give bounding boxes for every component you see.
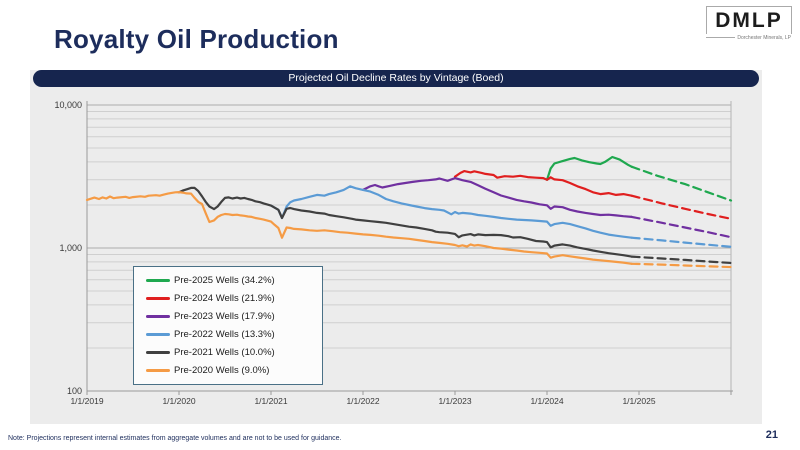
legend-label: Pre-2025 Wells (34.2%) (174, 275, 275, 286)
y-axis-tick-100: 100 (66, 386, 82, 396)
x-axis-tick-2025: 1/1/2025 (622, 396, 656, 406)
legend-label: Pre-2020 Wells (9.0%) (174, 365, 270, 376)
x-axis-tick-2020: 1/1/2020 (162, 396, 196, 406)
legend-item-pre-2024: Pre-2024 Wells (21.9%) (146, 292, 312, 305)
x-axis-tick-2022: 1/1/2022 (346, 396, 380, 406)
footnote: Note: Projections represent internal est… (8, 435, 342, 442)
legend-item-pre-2020: Pre-2020 Wells (9.0%) (146, 364, 312, 377)
legend-label: Pre-2023 Wells (17.9%) (174, 311, 275, 322)
x-axis-tick-2023: 1/1/2023 (438, 396, 472, 406)
page-number: 21 (765, 429, 778, 441)
legend-label: Pre-2024 Wells (21.9%) (174, 293, 275, 304)
logo-underline: Dorchester Minerals, LP (706, 34, 792, 41)
legend-label: Pre-2022 Wells (13.3%) (174, 329, 275, 340)
y-axis-tick-1000: 1,000 (59, 243, 82, 253)
x-axis-tick-2019: 1/1/2019 (70, 396, 104, 406)
legend-line-swatch (146, 297, 170, 300)
legend-item-pre-2021: Pre-2021 Wells (10.0%) (146, 346, 312, 359)
logo-ticker: DMLP (715, 9, 783, 32)
legend-line-swatch (146, 279, 170, 282)
logo-rule (706, 37, 736, 38)
x-axis-tick-2021: 1/1/2021 (254, 396, 288, 406)
logo-company-name: Dorchester Minerals, LP (737, 35, 791, 41)
y-axis-tick-10000: 10,000 (54, 100, 82, 110)
legend-item-pre-2023: Pre-2023 Wells (17.9%) (146, 310, 312, 323)
page-title: Royalty Oil Production (54, 24, 339, 54)
legend-item-pre-2022: Pre-2022 Wells (13.3%) (146, 328, 312, 341)
legend-item-pre-2025: Pre-2025 Wells (34.2%) (146, 274, 312, 287)
legend-line-swatch (146, 315, 170, 318)
company-logo: DMLP Dorchester Minerals, LP (706, 6, 792, 41)
chart-legend: Pre-2025 Wells (34.2%) Pre-2024 Wells (2… (133, 266, 323, 385)
x-axis-tick-2024: 1/1/2024 (530, 396, 564, 406)
logo-box: DMLP (706, 6, 792, 34)
legend-line-swatch (146, 351, 170, 354)
legend-line-swatch (146, 333, 170, 336)
legend-line-swatch (146, 369, 170, 372)
legend-label: Pre-2021 Wells (10.0%) (174, 347, 275, 358)
chart-title-bar: Projected Oil Decline Rates by Vintage (… (33, 70, 759, 87)
